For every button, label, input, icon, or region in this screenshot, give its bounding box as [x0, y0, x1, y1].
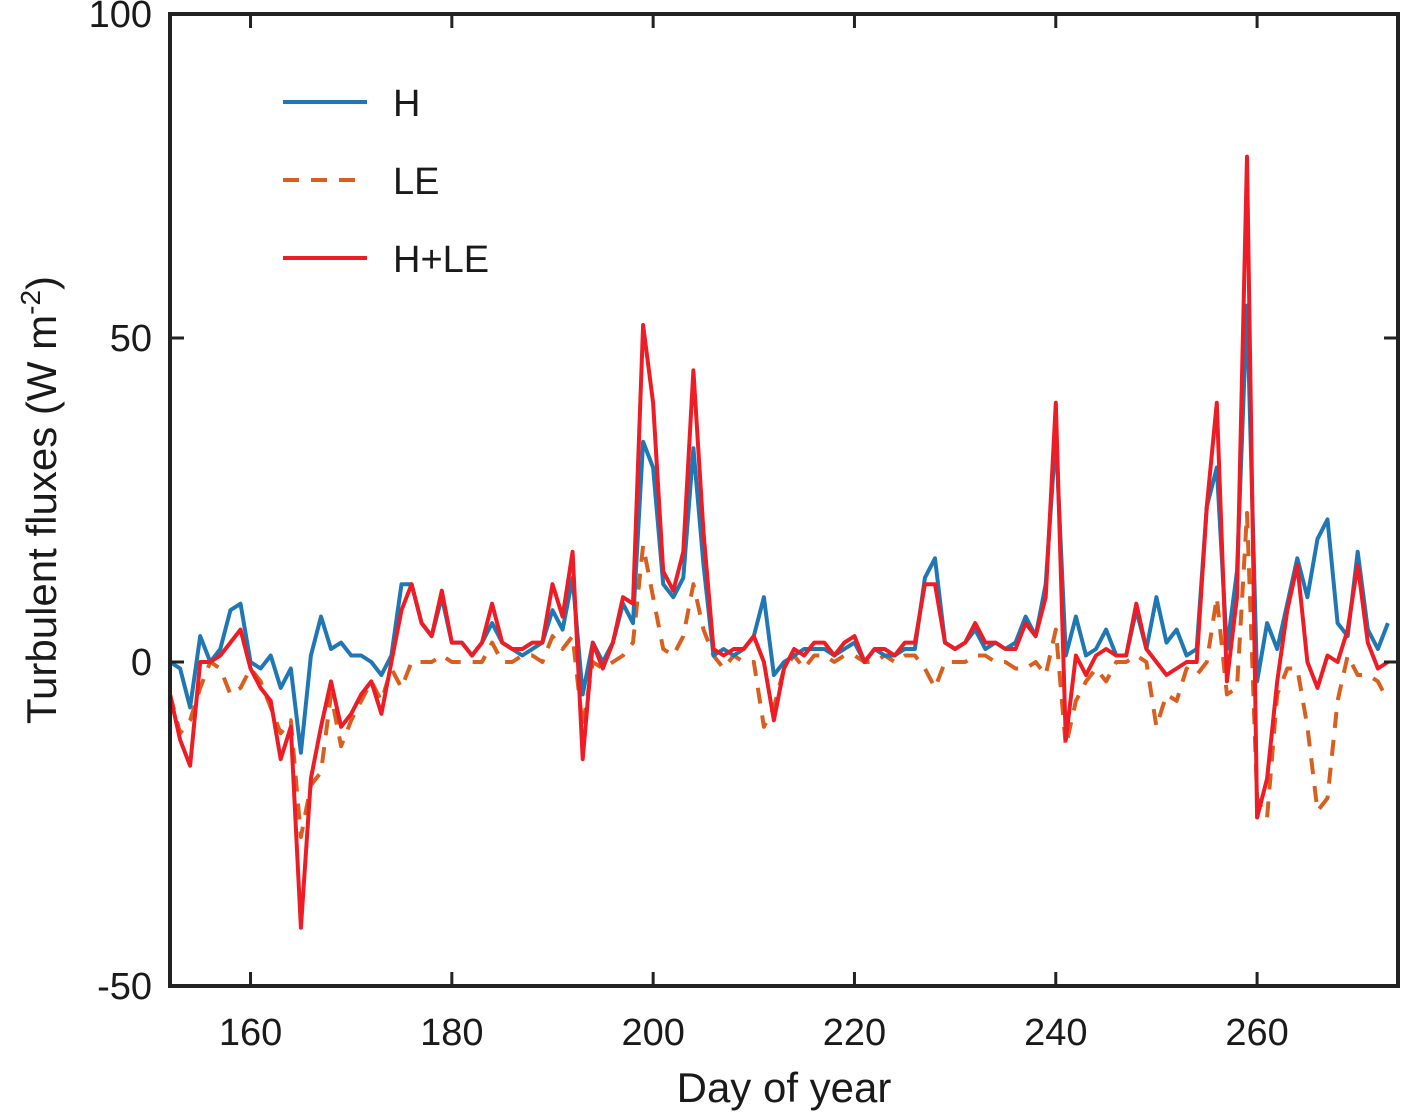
y-axis-label: Turbulent fluxes (W m-2): [15, 276, 65, 724]
plot-frame: [168, 12, 1400, 988]
legend-label: H: [393, 83, 420, 125]
series-line-h: [168, 303, 1390, 755]
y-tick-label: 50: [110, 318, 152, 360]
series-layer: [168, 154, 1390, 930]
legend-label: H+LE: [393, 239, 489, 281]
y-axis-label-unit-sup: -2: [15, 290, 46, 315]
x-tick-label: 180: [420, 1012, 483, 1054]
legend-label: LE: [393, 161, 439, 203]
x-tick-label: 240: [1024, 1012, 1087, 1054]
x-tick-label: 200: [621, 1012, 684, 1054]
y-tick-label: 100: [89, 0, 152, 36]
x-axis-label: Day of year: [677, 1064, 892, 1111]
tick-layer: 160 180 200 220 240 260 -50 0 50 100: [89, 0, 1398, 1054]
series-line-h-plus-le: [168, 154, 1389, 930]
x-tick-label: 220: [823, 1012, 886, 1054]
y-tick-label: 0: [131, 642, 152, 684]
legend: H LE H+LE: [283, 83, 489, 281]
x-tick-label: 260: [1225, 1012, 1288, 1054]
y-tick-label: -50: [97, 966, 152, 1008]
x-tick-label: 160: [219, 1012, 282, 1054]
